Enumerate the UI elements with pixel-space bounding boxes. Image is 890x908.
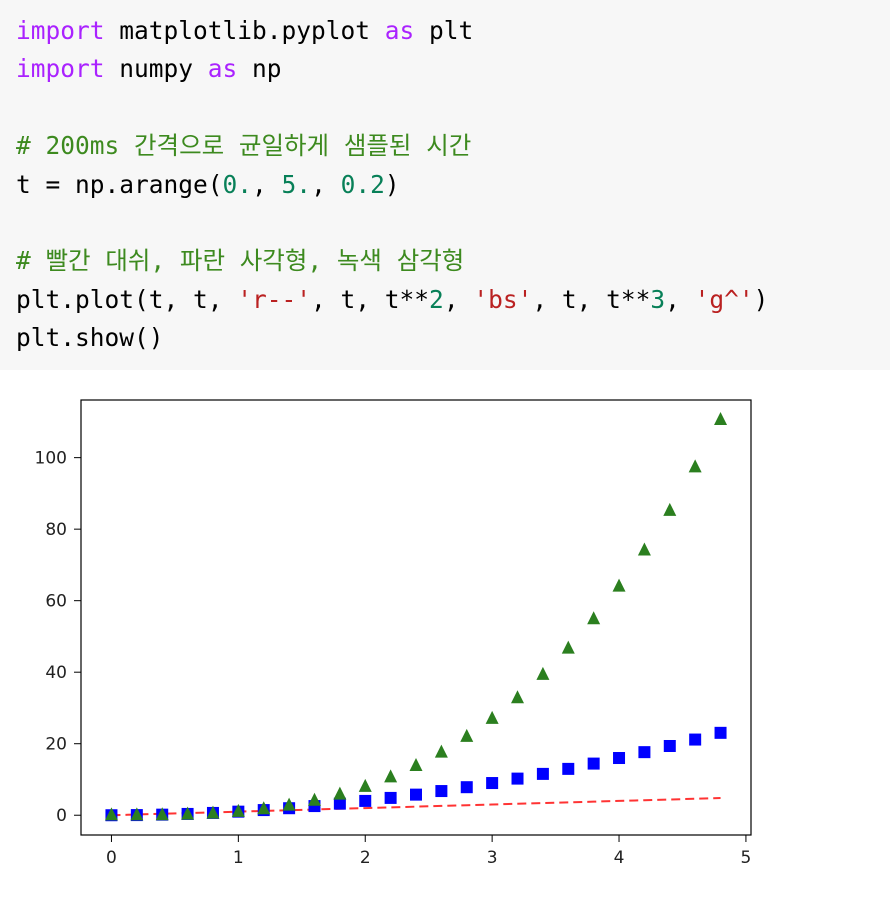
blue-square-point (460, 781, 473, 794)
code-line: ​ (16, 204, 874, 242)
green-triangle-point (333, 786, 347, 800)
y-tick-label: 20 (45, 735, 67, 755)
blue-square-point (587, 757, 600, 770)
code-token: ) (384, 169, 400, 199)
code-line: plt.show() (16, 319, 874, 357)
code-token: , t, t** (311, 284, 430, 314)
code-token: 'g^' (694, 284, 754, 314)
code-token: 0.2 (340, 169, 385, 199)
green-triangle-point (206, 805, 220, 819)
code-token: import (16, 16, 105, 45)
code-token: , (311, 169, 341, 199)
green-triangle-point (460, 728, 474, 742)
code-token: np (237, 54, 282, 84)
green-triangle-point (587, 611, 601, 625)
code-token: matplotlib.pyplot (104, 16, 385, 45)
green-triangle-point (688, 459, 702, 473)
blue-square-point (511, 772, 524, 785)
y-tick-label: 100 (35, 449, 67, 469)
green-triangle-point (409, 757, 423, 771)
plot-output: 0 1 2 3 4 5 0 20 40 60 80 100 (0, 370, 890, 904)
blue-square-point (435, 785, 448, 798)
blue-square-point (613, 752, 626, 765)
code-token: , t, t** (532, 284, 651, 314)
blue-square-point (359, 794, 372, 807)
code-line: # 빨간 대쉬, 파란 사각형, 녹색 삼각형 (16, 242, 874, 280)
x-tick-label: 3 (487, 848, 498, 868)
blue-square-point (689, 733, 702, 746)
x-tick-label: 2 (360, 848, 371, 868)
blue-square-point (562, 762, 575, 775)
green-triangle-point (231, 803, 245, 817)
green-triangle-point (663, 502, 677, 516)
green-triangle-point (358, 778, 372, 792)
green-triangle-point (612, 578, 626, 592)
green-triangle-point (485, 710, 499, 724)
green-triangle-point (511, 690, 525, 704)
green-triangle-point (637, 542, 651, 556)
code-token: as (384, 16, 415, 45)
green-triangle-point (130, 807, 144, 821)
code-token: plt.plot(t, t, (16, 284, 238, 314)
code-token: ) (753, 284, 769, 314)
blue-square-point (714, 726, 727, 739)
code-token: import (16, 54, 105, 84)
green-triangle-point (714, 411, 728, 425)
blue-square-point (333, 797, 346, 810)
green-triangle-point (181, 806, 195, 820)
x-tick-label: 5 (741, 848, 752, 868)
code-token: 5. (281, 169, 312, 199)
series-red-dashed-line (111, 797, 721, 817)
axes-frame (80, 399, 752, 836)
x-tick-label: 1 (233, 848, 244, 868)
x-tick-label: 0 (106, 848, 117, 868)
blue-square-point (638, 746, 651, 759)
green-triangle-point (155, 807, 169, 821)
green-triangle-point (307, 792, 321, 806)
chart: 0 1 2 3 4 5 0 20 40 60 80 100 (35, 399, 752, 868)
code-token: # 빨간 대쉬, 파란 사각형, 녹색 삼각형 (16, 246, 465, 276)
x-tick-label: 4 (614, 848, 625, 868)
green-triangle-point (561, 640, 575, 654)
code-token: t = np.arange( (16, 169, 223, 199)
green-triangle-point (384, 769, 398, 783)
code-token: # 200ms 간격으로 균일하게 샘플된 시간 (16, 131, 472, 161)
code-token: 'bs' (473, 284, 533, 314)
blue-square-point (410, 788, 422, 801)
code-token: 3 (650, 284, 666, 314)
green-triangle-point (434, 744, 448, 758)
y-tick-label: 0 (56, 806, 67, 826)
y-tick-label: 40 (45, 663, 67, 683)
code-line: # 200ms 간격으로 균일하게 샘플된 시간 (16, 127, 874, 165)
blue-square-point (663, 739, 676, 752)
blue-square-point (536, 767, 549, 780)
code-cell[interactable]: import matplotlib.pyplot as plt import nu… (0, 0, 890, 370)
y-tick-label: 80 (45, 520, 67, 540)
green-triangle-point (282, 797, 296, 811)
y-tick-label: 60 (45, 592, 67, 612)
code-token: 0. (222, 169, 253, 199)
code-line: t = np.arange(0., 5., 0.2) (16, 166, 874, 204)
code-line: plt.plot(t, t, 'r--', t, t**2, 'bs', t, … (16, 281, 874, 319)
code-token: , (252, 169, 282, 199)
code-token: , (665, 284, 695, 314)
code-line: import numpy as np (16, 50, 874, 88)
code-token: numpy (104, 54, 208, 84)
code-token: plt (414, 16, 474, 45)
blue-square-point (486, 777, 499, 790)
green-triangle-point (104, 807, 118, 821)
code-line: ​ (16, 89, 874, 127)
code-token: , (443, 284, 474, 314)
code-token: 2 (429, 284, 444, 314)
code-token: as (207, 54, 238, 84)
green-triangle-point (536, 666, 550, 680)
code-token: 'r--' (237, 284, 312, 314)
green-triangle-point (257, 801, 271, 815)
code-token: plt.show() (16, 323, 164, 353)
code-line: import matplotlib.pyplot as plt (16, 12, 874, 50)
blue-square-point (384, 791, 397, 804)
